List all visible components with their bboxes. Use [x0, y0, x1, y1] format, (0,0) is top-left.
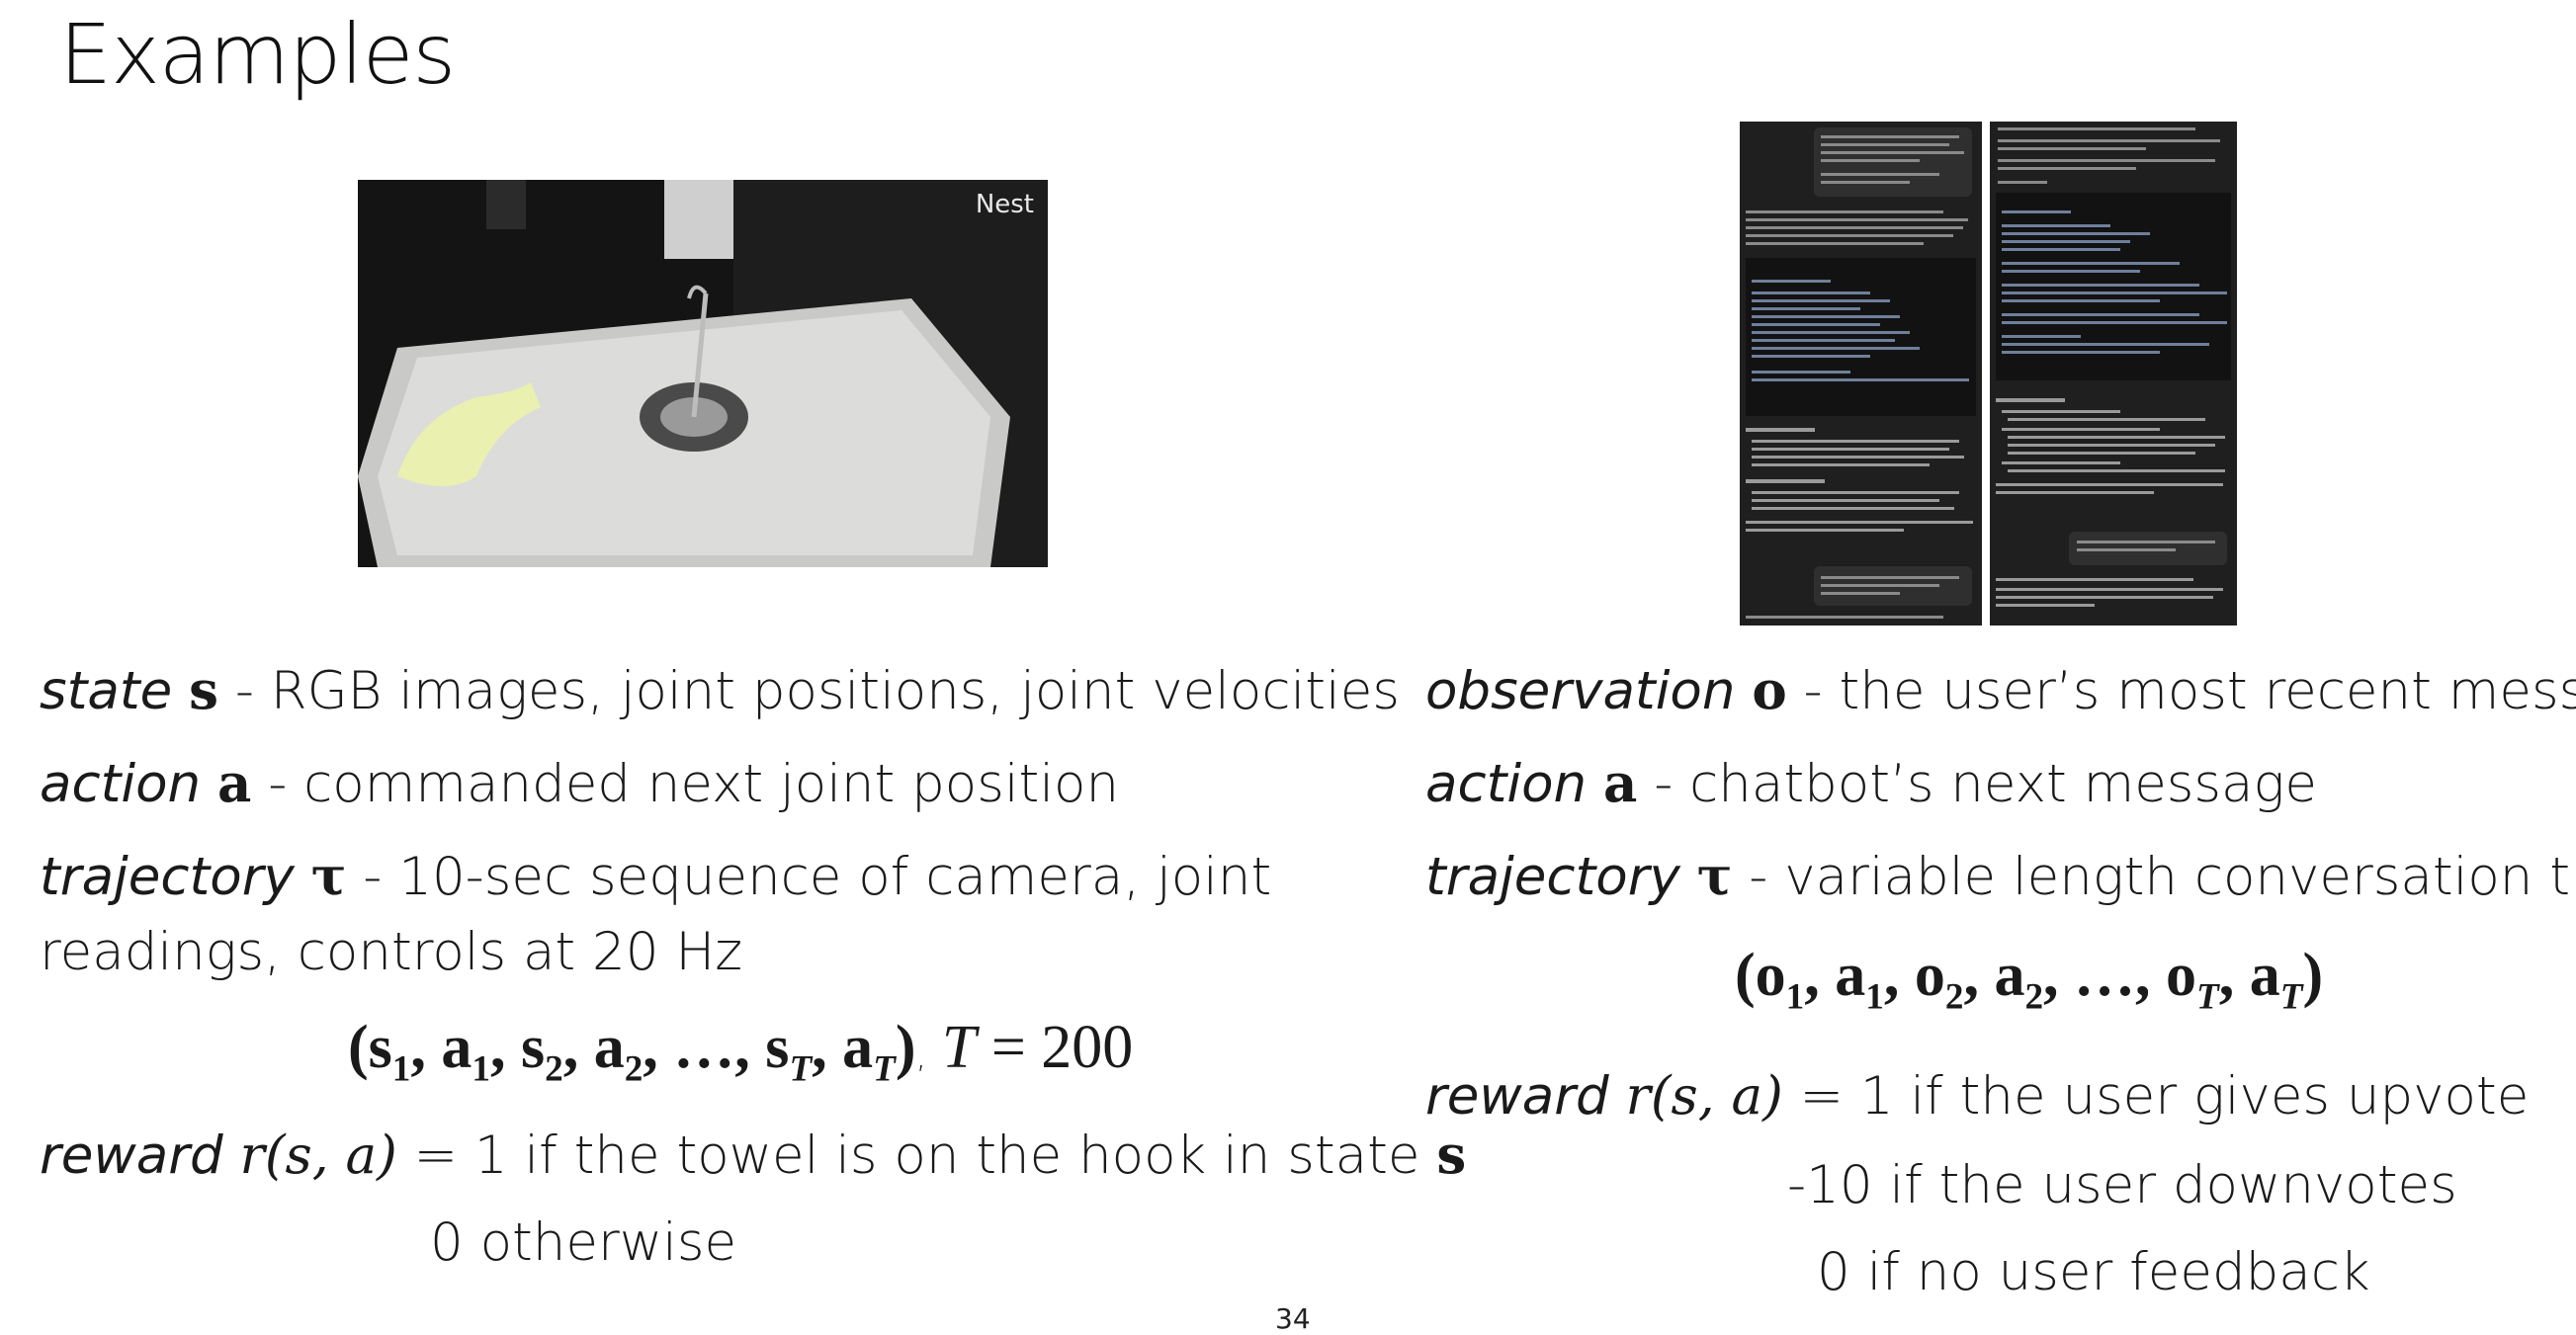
reward-state-symbol: s	[1436, 1125, 1467, 1186]
robot-scene-graphic	[358, 180, 1048, 567]
chat-trajectory-term: trajectory	[1425, 847, 1680, 907]
action-symbol: a	[217, 753, 252, 814]
chat-action-definition: action a - chatbot’s next message	[1425, 753, 2317, 816]
chat-action-term: action	[1425, 754, 1588, 814]
action-description: - commanded next joint position	[251, 754, 1120, 814]
observation-description: - the user’s most recent message	[1803, 661, 2576, 721]
trajectory-formula: (s1, a1, s2, a2, …, sT, aT), T = 200	[348, 1014, 1134, 1090]
reward-expression: r(s, a)	[239, 1126, 397, 1186]
observation-definition: observation o - the user’s most recent m…	[1425, 660, 2576, 723]
chat-screenshot-left	[1740, 122, 1982, 626]
chat-action-symbol: a	[1603, 753, 1638, 814]
trajectory-symbol: τ	[310, 846, 347, 907]
reward-term: reward	[40, 1126, 223, 1186]
trajectory-description: - 10-sec sequence of camera, joint	[346, 847, 1272, 907]
chat-reward-description: = 1 if the user gives upvote	[1782, 1066, 2530, 1126]
state-definition: state s - RGB images, joint positions, j…	[40, 660, 1400, 723]
state-term: state	[40, 661, 173, 721]
chat-reward-definition: reward r(s, a) = 1 if the user gives upv…	[1425, 1065, 2529, 1128]
trajectory-term: trajectory	[40, 847, 295, 907]
page-number: 34	[1275, 1302, 1311, 1335]
chat-text-graphic	[1740, 122, 1982, 626]
chat-trajectory-description: - variable length conversation trace	[1749, 847, 2576, 907]
chat-reward-downvote: -10 if the user downvotes	[1787, 1155, 2457, 1215]
camera-brand-label: Nest	[975, 190, 1034, 219]
chat-action-description: - chatbot’s next message	[1637, 754, 2317, 814]
chat-screenshot-right	[1990, 122, 2237, 626]
robot-camera-image: Nest	[358, 180, 1048, 567]
chat-trajectory-symbol: τ	[1696, 846, 1733, 907]
state-symbol: s	[189, 660, 218, 721]
reward-definition: reward r(s, a) = 1 if the towel is on th…	[40, 1125, 1466, 1188]
action-definition: action a - commanded next joint position	[40, 753, 1119, 816]
chat-text-graphic-2	[1990, 122, 2237, 626]
state-description: - RGB images, joint positions, joint vel…	[217, 661, 1400, 721]
chat-reward-term: reward	[1425, 1066, 1609, 1126]
chat-reward-expression: r(s, a)	[1625, 1066, 1783, 1126]
observation-symbol: o	[1752, 660, 1787, 721]
chat-trajectory-definition: trajectory τ - variable length conversat…	[1425, 846, 2576, 909]
observation-term: observation	[1425, 661, 1736, 721]
trajectory-definition: trajectory τ - 10-sec sequence of camera…	[40, 846, 1271, 909]
chat-reward-no-feedback: 0 if no user feedback	[1817, 1242, 2370, 1302]
trajectory-description-cont: readings, controls at 20 Hz	[40, 922, 743, 982]
reward-otherwise: 0 otherwise	[430, 1212, 737, 1273]
slide-title: Examples	[59, 6, 456, 103]
action-term: action	[40, 754, 202, 814]
chat-trajectory-formula: (o1, a1, o2, a2, …, oT, aT)	[1735, 942, 2324, 1018]
reward-description: = 1 if the towel is on the hook in state	[396, 1126, 1437, 1186]
